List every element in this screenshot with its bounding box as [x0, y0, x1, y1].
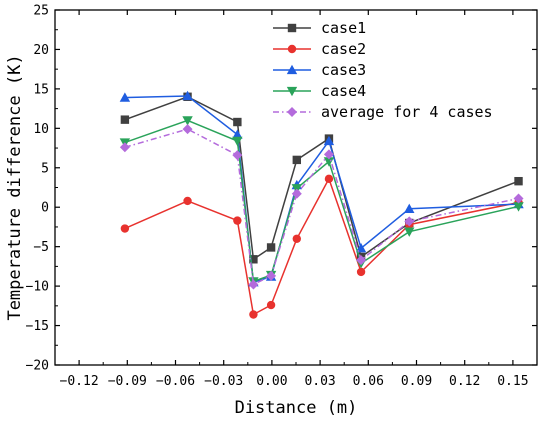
data-point — [356, 267, 366, 277]
x-tick-label: 0.00 — [256, 374, 287, 389]
y-tick-label: 0 — [41, 201, 49, 216]
data-point — [324, 174, 334, 184]
plot-layer — [119, 90, 524, 319]
y-tick-label: 10 — [33, 122, 49, 137]
legend-label: average for 4 cases — [321, 103, 493, 121]
legend-item: case3 — [273, 61, 366, 79]
data-point — [232, 136, 243, 147]
legend-label: case3 — [321, 61, 366, 79]
data-point — [291, 188, 302, 199]
data-point — [248, 279, 259, 290]
y-tick-label: −15 — [26, 319, 49, 334]
series-5 — [119, 124, 524, 290]
x-tick-label: −0.06 — [156, 374, 195, 389]
legend: case1 case2 case3 case4 average for 4 cases — [273, 19, 493, 121]
axis-layer: −0.12 −0.09 −0.06 −0.03 0.00 0.03 0.06 0.09 0.12… — [26, 4, 537, 389]
legend-marker — [287, 23, 297, 33]
x-tick-label: 0.09 — [401, 374, 432, 389]
data-point — [291, 184, 303, 194]
legend-marker — [287, 44, 297, 54]
data-point — [266, 300, 276, 310]
data-point — [356, 255, 367, 266]
y-tick-label: 25 — [33, 4, 49, 19]
legend-item: case1 — [273, 19, 366, 37]
x-tick-label: −0.12 — [60, 374, 99, 389]
data-point — [249, 255, 258, 264]
data-point — [404, 227, 415, 237]
legend-item: average for 4 cases — [273, 103, 493, 121]
x-tick-label: 0.03 — [304, 374, 335, 389]
y-tick-label: −20 — [26, 359, 49, 374]
x-tick-label: 0.06 — [353, 374, 384, 389]
y-tick-label: 15 — [33, 82, 49, 97]
y-tick-label: 5 — [41, 161, 49, 176]
data-point — [323, 149, 334, 160]
data-point — [119, 142, 130, 153]
data-point — [182, 90, 193, 101]
data-point — [249, 310, 258, 319]
data-point — [514, 176, 523, 186]
data-point — [182, 124, 193, 135]
data-point — [513, 202, 524, 212]
data-point — [233, 117, 242, 127]
data-point — [232, 129, 243, 139]
data-point — [232, 150, 243, 161]
x-tick-label: −0.03 — [204, 374, 243, 389]
legend-marker — [286, 64, 298, 75]
data-point — [266, 270, 277, 281]
y-tick-label: −10 — [26, 280, 49, 295]
y-tick-label: 20 — [33, 43, 49, 58]
data-point — [292, 234, 302, 243]
y-axis-title: Temperature difference (K) — [5, 54, 25, 320]
x-tick-label: 0.12 — [449, 374, 480, 389]
data-point — [266, 243, 276, 252]
series-line — [124, 119, 519, 283]
data-point — [233, 216, 242, 225]
data-point — [355, 243, 367, 253]
legend-label: case2 — [321, 40, 366, 58]
data-point — [513, 193, 524, 204]
x-tick-label: −0.09 — [108, 374, 147, 389]
x-axis-title: Distance (m) — [235, 398, 358, 418]
data-point — [323, 157, 335, 167]
data-point — [404, 203, 415, 213]
data-point — [120, 224, 130, 233]
data-point — [292, 155, 302, 165]
legend-label: case4 — [321, 82, 366, 100]
x-tick-label: 0.15 — [497, 374, 528, 389]
legend-label: case1 — [321, 19, 366, 37]
data-point — [182, 116, 193, 126]
y-tick-label: −5 — [33, 240, 49, 255]
legend-marker — [287, 107, 297, 117]
data-point — [183, 196, 192, 206]
legend-item: case2 — [273, 40, 366, 58]
data-point — [323, 135, 335, 146]
data-point — [120, 115, 130, 124]
series-line — [124, 128, 519, 286]
data-point — [404, 216, 415, 227]
data-point — [119, 92, 131, 102]
legend-marker — [286, 86, 298, 97]
legend-item: case4 — [273, 82, 366, 100]
